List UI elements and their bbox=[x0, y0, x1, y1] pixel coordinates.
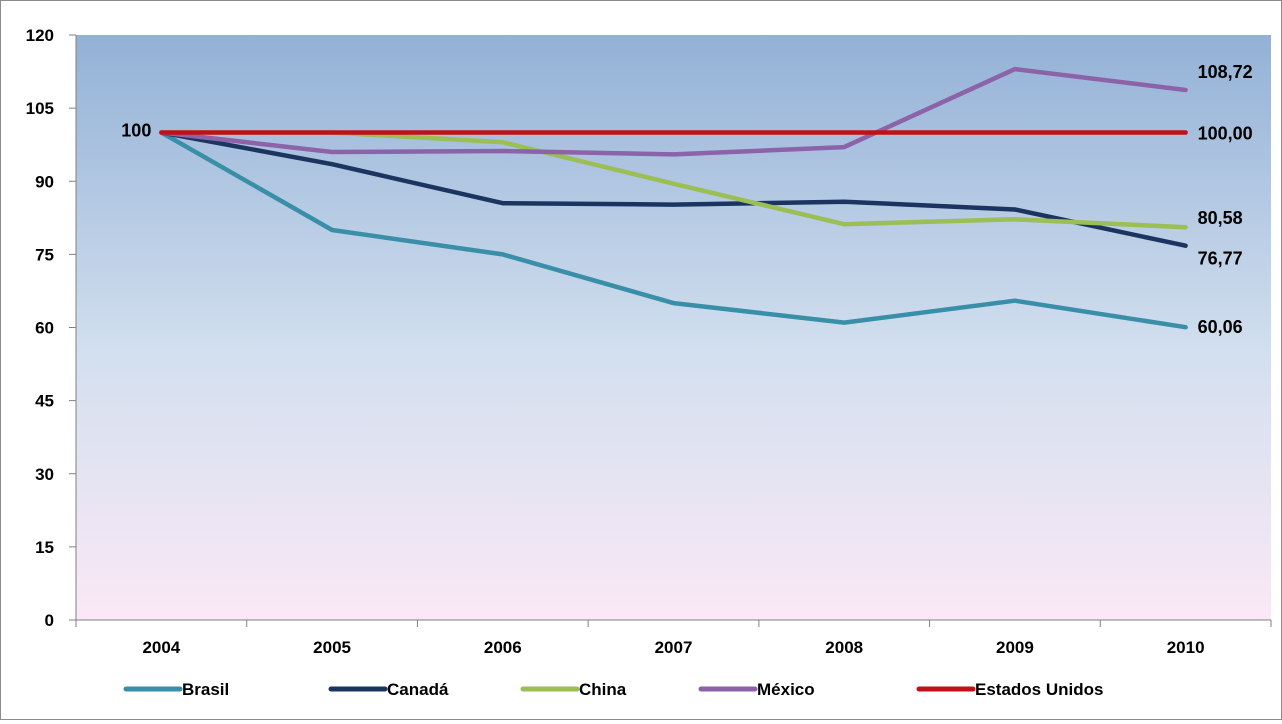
y-tick-label: 45 bbox=[35, 392, 54, 411]
y-axis-ticks: 0 15 30 45 60 75 90 105 120 bbox=[26, 26, 76, 630]
legend-label-4: Estados Unidos bbox=[975, 680, 1103, 699]
data-label: 100 bbox=[121, 121, 151, 141]
y-tick-label: 60 bbox=[35, 319, 54, 338]
data-label: 76,77 bbox=[1198, 249, 1243, 269]
series-line-3 bbox=[159, 66, 1188, 157]
legend-label-1: Canadá bbox=[387, 680, 449, 699]
y-tick-label: 0 bbox=[45, 611, 54, 630]
data-labels: 100 108,72 100,00 80,58 76,77 60,06 bbox=[121, 62, 1252, 337]
x-tick-label: 2010 bbox=[1167, 638, 1205, 657]
legend: Brasil Canadá China México Estados Unidos bbox=[123, 680, 1103, 699]
plot-area bbox=[76, 35, 1271, 620]
y-tick-label: 30 bbox=[35, 465, 54, 484]
x-tick-label: 2008 bbox=[825, 638, 863, 657]
data-label: 100,00 bbox=[1198, 124, 1253, 144]
x-tick-label: 2004 bbox=[142, 638, 180, 657]
series-line-0 bbox=[159, 130, 1188, 330]
y-tick-label: 120 bbox=[26, 26, 54, 45]
legend-label-3: México bbox=[757, 680, 815, 699]
x-tick-label: 2009 bbox=[996, 638, 1034, 657]
x-tick-label: 2006 bbox=[484, 638, 522, 657]
data-label: 80,58 bbox=[1198, 208, 1243, 228]
x-tick-label: 2007 bbox=[655, 638, 693, 657]
y-tick-label: 75 bbox=[35, 245, 54, 264]
y-tick-label: 90 bbox=[35, 172, 54, 191]
data-label: 60,06 bbox=[1198, 317, 1243, 337]
x-axis-ticks: 2004 2005 2006 2007 2008 2009 2010 bbox=[75, 620, 1272, 657]
series-line-1 bbox=[159, 130, 1188, 248]
y-tick-label: 15 bbox=[35, 538, 54, 557]
legend-label-0: Brasil bbox=[182, 680, 229, 699]
series-lines bbox=[159, 66, 1188, 330]
data-label: 108,72 bbox=[1198, 62, 1253, 82]
x-tick-label: 2005 bbox=[313, 638, 351, 657]
legend-label-2: China bbox=[579, 680, 627, 699]
y-tick-label: 105 bbox=[26, 99, 54, 118]
